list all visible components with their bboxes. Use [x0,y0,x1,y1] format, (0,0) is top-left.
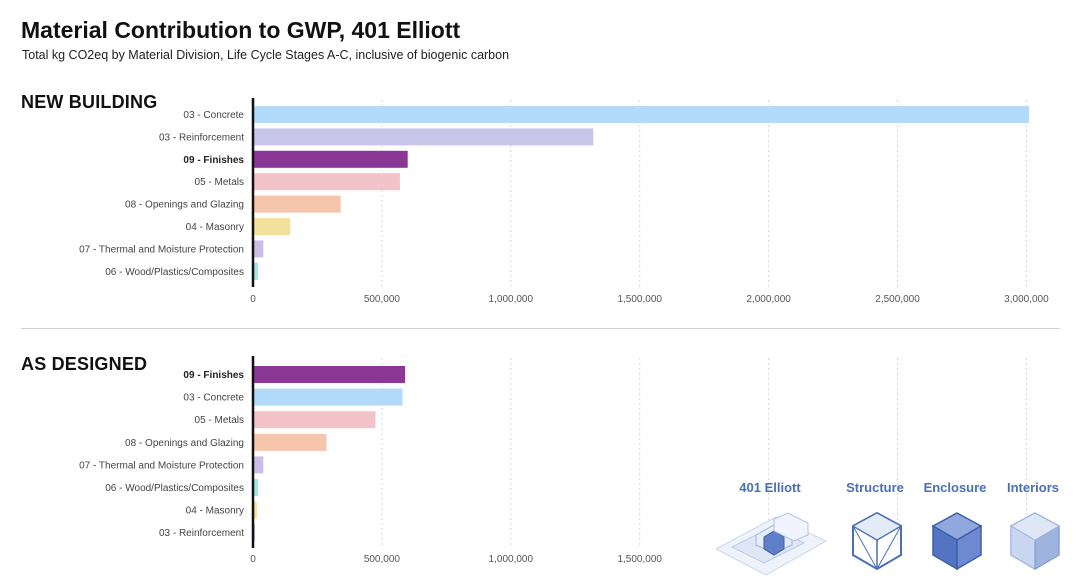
category-label: 04 - Masonry [186,506,244,517]
building-massing-icon [714,512,828,576]
tick-label: 0 [250,294,256,305]
tick-label: 1,000,000 [489,554,534,565]
legend-label: Enclosure [923,480,987,495]
category-label: 08 - Openings and Glazing [125,438,244,449]
bar [253,388,403,406]
category-label: 03 - Concrete [183,110,244,121]
bar [253,150,408,168]
tick-label: 500,000 [364,554,401,565]
category-label: 03 - Reinforcement [159,528,244,539]
legend-label: Interiors [1006,480,1059,495]
legend-item-structure[interactable]: Structure [830,480,920,495]
structure-cube-icon [851,511,903,571]
category-label: 03 - Reinforcement [159,132,244,143]
legend-item-401-elliott[interactable]: 401 Elliott [725,480,815,495]
bar [253,173,400,191]
legend-label: 401 Elliott [739,480,801,495]
bar [253,411,376,429]
chart-subtitle: Total kg CO2eq by Material Division, Lif… [22,48,510,62]
enclosure-cube-icon [931,512,983,571]
category-label: 09 - Finishes [183,155,244,166]
legend-label: Structure [846,480,904,495]
bar [253,433,327,451]
category-label: 03 - Concrete [183,393,244,404]
bar [253,195,341,213]
bar [253,240,264,258]
bar [253,262,259,280]
section-divider [21,328,1060,329]
new-building-bar-chart: 03 - Concrete 03 - Reinforcement 09 - Fini… [79,98,1049,305]
bar [253,456,264,474]
category-label: 06 - Wood/Plastics/Composites [105,267,244,278]
legend-item-interiors[interactable]: Interiors [988,480,1078,495]
tick-label: 2,500,000 [875,294,920,305]
tick-label: 1,500,000 [617,294,662,305]
bar [253,501,257,519]
tick-label: 1,000,000 [489,294,534,305]
bar [253,366,406,383]
tick-label: 0 [250,554,256,565]
category-label: 08 - Openings and Glazing [125,200,244,211]
category-label: 05 - Metals [195,415,244,426]
tick-label: 2,000,000 [746,294,791,305]
legend-item-enclosure[interactable]: Enclosure [910,480,1000,495]
interiors-cube-icon [1009,512,1061,570]
category-label: 05 - Metals [195,177,244,188]
category-label: 09 - Finishes [183,370,244,381]
tick-label: 3,000,000 [1004,294,1049,305]
chart-title: Material Contribution to GWP, 401 Elliot… [21,17,461,43]
category-label: 07 - Thermal and Moisture Protection [79,244,244,255]
tick-label: 1,500,000 [617,554,662,565]
tick-label: 500,000 [364,294,401,305]
section-label-new-building: NEW BUILDING [21,92,158,112]
bar [253,128,594,146]
category-label: 04 - Masonry [186,222,244,233]
bar [253,218,291,235]
category-label: 06 - Wood/Plastics/Composites [105,483,244,494]
bar [253,106,1029,123]
bar [253,479,259,496]
category-label: 07 - Thermal and Moisture Protection [79,460,244,471]
section-label-as-designed: AS DESIGNED [21,354,148,374]
